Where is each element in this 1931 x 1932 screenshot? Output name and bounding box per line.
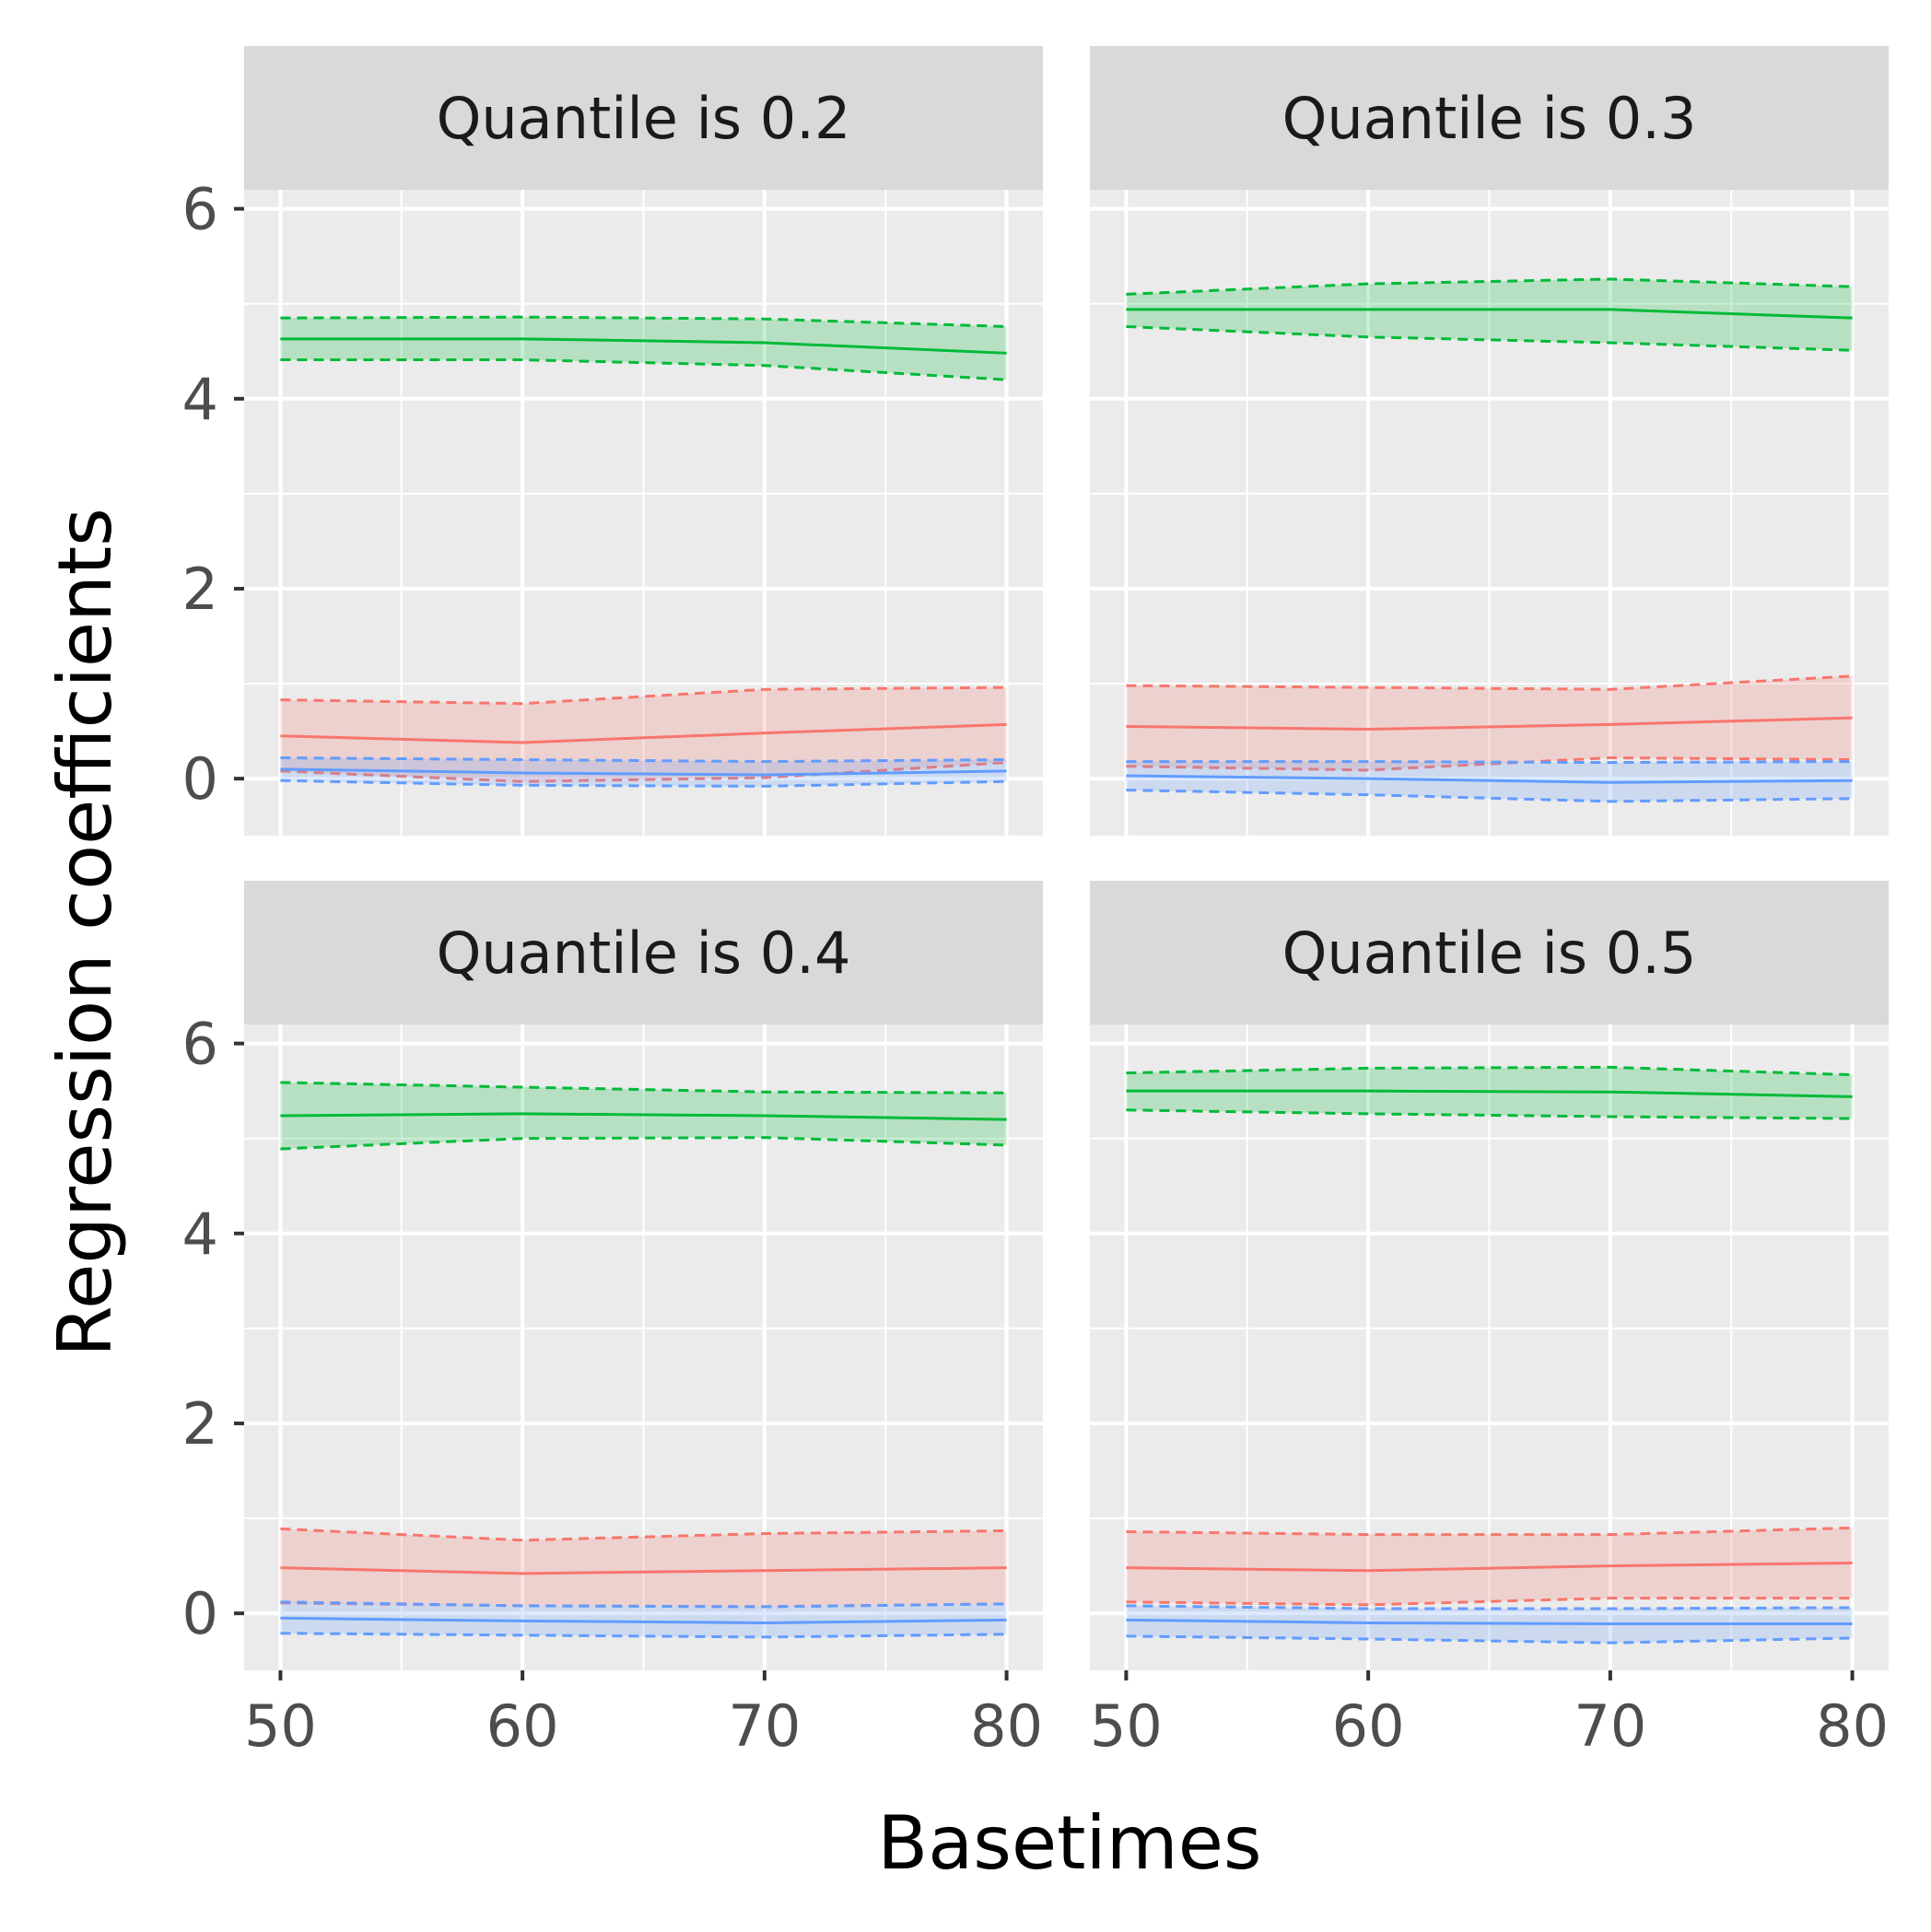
panel-1: Quantile is 0.2 [244, 46, 1043, 836]
x-tick-label: 70 [1574, 1692, 1646, 1760]
blue-upper-bound-line [1126, 760, 1853, 765]
panel-3: Quantile is 0.4 [244, 881, 1043, 1670]
blue-upper-bound-line [280, 755, 1007, 764]
green-upper-bound-line [1126, 277, 1853, 296]
green-upper-bound-line [280, 1081, 1007, 1095]
red-confidence-band [280, 1528, 1007, 1607]
y-tick-label: 0 [182, 745, 218, 813]
red-upper-bound-line [1126, 1526, 1853, 1537]
green-upper-bound-line [280, 315, 1007, 328]
green-lower-bound-line [1126, 324, 1853, 352]
green-confidence-band [280, 317, 1007, 381]
blue-lower-bound-line [1126, 789, 1853, 803]
red-confidence-band [280, 687, 1007, 782]
x-tick-label: 50 [1090, 1692, 1163, 1760]
x-tick-label: 60 [486, 1692, 559, 1760]
panel-strip [1090, 46, 1889, 190]
green-confidence-band [1126, 1067, 1853, 1119]
red-estimate-line [280, 722, 1007, 744]
blue-confidence-band [280, 1601, 1007, 1637]
red-upper-bound-line [280, 1527, 1007, 1542]
y-tick-label: 4 [182, 366, 218, 433]
blue-confidence-band [280, 757, 1007, 787]
panel-4: Quantile is 0.5 [1090, 881, 1889, 1670]
green-estimate-line [1126, 308, 1853, 320]
blue-upper-bound-line [280, 1600, 1007, 1609]
green-estimate-line [280, 337, 1007, 355]
x-axis-title: Basetimes [877, 1800, 1261, 1886]
y-tick-label: 2 [182, 556, 218, 623]
red-upper-bound-line [1126, 674, 1853, 691]
blue-estimate-line [280, 1616, 1007, 1624]
red-upper-bound-line [280, 685, 1007, 706]
green-estimate-line [1126, 1089, 1853, 1098]
green-lower-bound-line [280, 1136, 1007, 1151]
y-tick-label: 4 [182, 1200, 218, 1268]
blue-lower-bound-line [280, 1632, 1007, 1639]
green-lower-bound-line [280, 358, 1007, 381]
panel-strip [1090, 881, 1889, 1025]
blue-lower-bound-line [1126, 1634, 1853, 1645]
red-lower-bound-line [1126, 755, 1853, 772]
y-tick-label: 2 [182, 1390, 218, 1458]
x-tick-label: 50 [244, 1692, 317, 1760]
blue-lower-bound-line [280, 779, 1007, 788]
y-tick-label: 6 [182, 1011, 218, 1078]
red-estimate-line [280, 1566, 1007, 1575]
red-confidence-band [1126, 1528, 1853, 1605]
y-tick-label: 6 [182, 176, 218, 243]
panel-strip [244, 881, 1043, 1025]
x-tick-label: 80 [1816, 1692, 1889, 1760]
blue-estimate-line [1126, 774, 1853, 784]
x-tick-label: 70 [728, 1692, 801, 1760]
panel-title: Quantile is 0.5 [1282, 919, 1697, 987]
panel-2: Quantile is 0.3 [1090, 46, 1889, 836]
panel-strip [244, 46, 1043, 190]
panel-title: Quantile is 0.4 [437, 919, 851, 987]
red-estimate-line [1126, 716, 1853, 732]
red-estimate-line [1126, 1562, 1853, 1573]
panel-title: Quantile is 0.2 [437, 85, 851, 152]
panel-title: Quantile is 0.3 [1282, 85, 1697, 152]
blue-upper-bound-line [1126, 1604, 1853, 1610]
blue-estimate-line [1126, 1618, 1853, 1625]
green-upper-bound-line [1126, 1065, 1853, 1077]
red-lower-bound-line [1126, 1597, 1853, 1607]
x-tick-label: 80 [970, 1692, 1043, 1760]
y-axis-title: Regression coefficients [42, 508, 128, 1357]
panels: Quantile is 0.2 Quantile is 0.3 Quantile i… [244, 46, 1889, 1670]
red-confidence-band [1126, 675, 1853, 770]
green-confidence-band [1126, 278, 1853, 351]
green-estimate-line [280, 1112, 1007, 1121]
y-tick-label: 0 [182, 1580, 218, 1647]
blue-estimate-line [280, 767, 1007, 777]
green-lower-bound-line [1126, 1108, 1853, 1120]
red-lower-bound-line [280, 761, 1007, 783]
x-tick-label: 60 [1332, 1692, 1405, 1760]
